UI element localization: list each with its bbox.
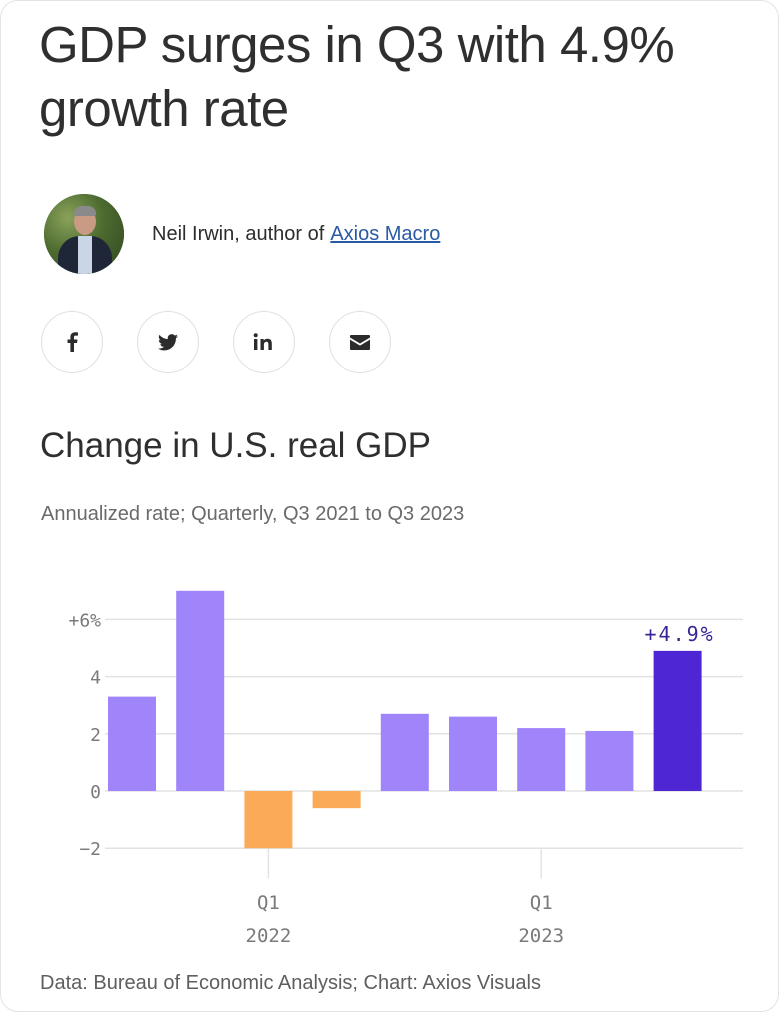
- byline-separator: , author of: [234, 222, 325, 245]
- share-linkedin-button[interactable]: [233, 311, 295, 373]
- x-tick-label-quarter: Q1: [530, 892, 553, 914]
- bar-q4-2021: [176, 590, 225, 791]
- share-facebook-button[interactable]: [41, 311, 103, 373]
- gdp-bar-chart: −2 0 2 4 +6% Q1 2022 Q1 2023 +4.9%: [68, 590, 743, 947]
- bar-q3-2021: [108, 696, 156, 791]
- y-tick-label: −2: [79, 839, 101, 860]
- x-tick-label-year: 2022: [246, 925, 292, 947]
- y-tick-label: 0: [90, 782, 101, 803]
- twitter-icon: [158, 333, 178, 350]
- avatar-hair: [74, 206, 96, 216]
- x-tick-label-quarter: Q1: [257, 892, 280, 914]
- bar-q1-2023: [517, 728, 566, 791]
- headline: GDP surges in Q3 with 4.9% growth rate: [39, 16, 675, 137]
- email-icon: [350, 334, 370, 350]
- author-name[interactable]: Neil Irwin: [152, 222, 235, 245]
- byline-text: Neil Irwin, author of Axios Macro: [152, 223, 440, 246]
- share-bar: [41, 311, 425, 373]
- y-tick-label: 4: [90, 668, 101, 689]
- chart-title: Change in U.S. real GDP: [40, 426, 432, 465]
- bar-value-annotation: +4.9%: [644, 622, 714, 646]
- bar-q3-2022: [380, 713, 429, 791]
- bar-q1-2022: [244, 791, 293, 849]
- bar-q2-2023: [585, 730, 634, 791]
- bar-q3-2023: [653, 650, 702, 791]
- share-twitter-button[interactable]: [137, 311, 199, 373]
- bar-q4-2022: [449, 716, 497, 791]
- bar-q2-2022: [312, 791, 361, 809]
- share-email-button[interactable]: [329, 311, 391, 373]
- x-tick-label-year: 2023: [518, 925, 564, 947]
- avatar-shirt: [78, 236, 92, 274]
- newsletter-link[interactable]: Axios Macro: [330, 222, 441, 245]
- chart-subtitle: Annualized rate; Quarterly, Q3 2021 to Q…: [41, 503, 465, 525]
- chart-source: Data: Bureau of Economic Analysis; Chart…: [40, 972, 541, 994]
- y-tick-label: +6%: [68, 610, 101, 631]
- facebook-icon: [67, 332, 78, 352]
- author-avatar[interactable]: [44, 194, 124, 274]
- byline: Neil Irwin, author of Axios Macro: [44, 194, 440, 274]
- y-tick-label: 2: [90, 725, 101, 746]
- linkedin-icon: [253, 333, 272, 350]
